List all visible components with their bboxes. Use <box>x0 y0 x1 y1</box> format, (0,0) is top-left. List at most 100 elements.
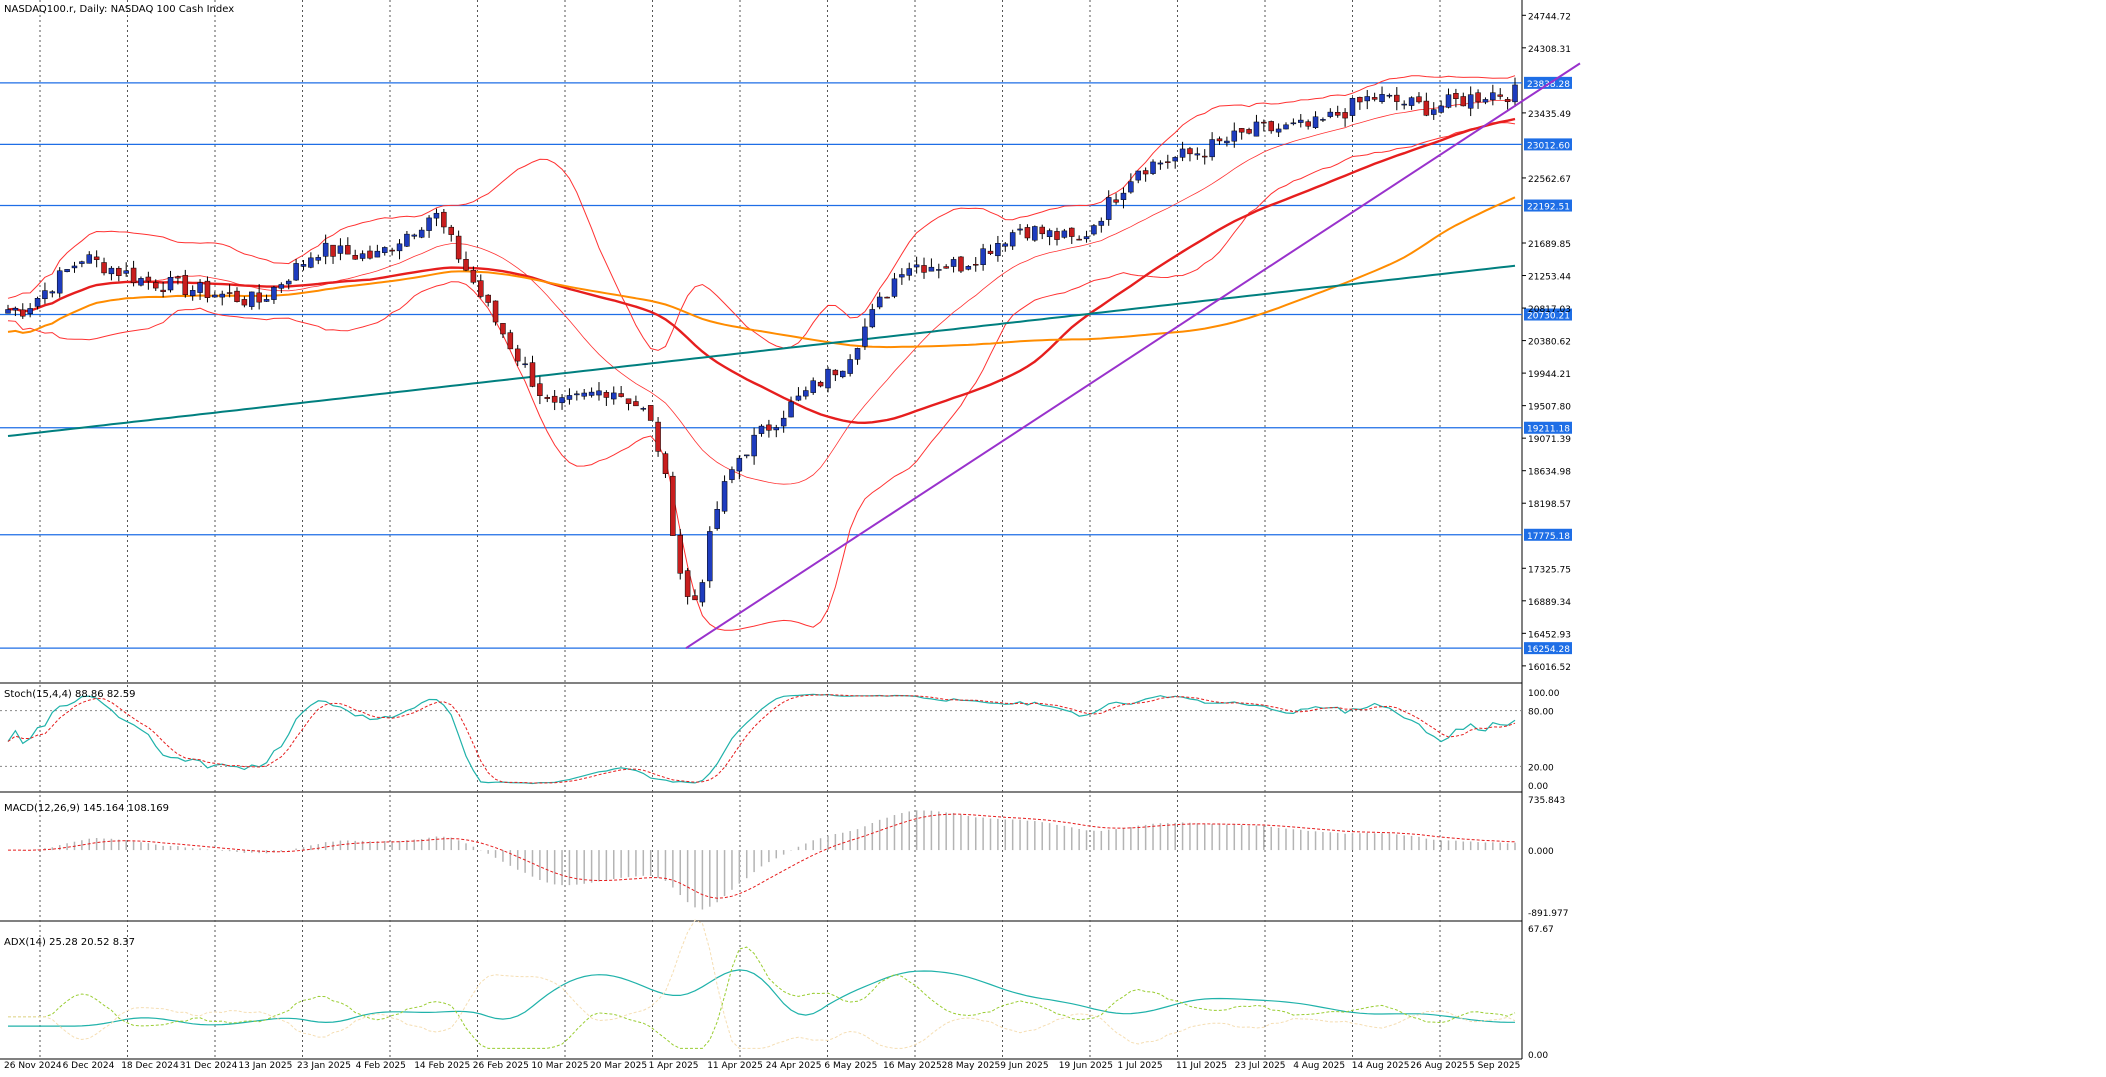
candle-body <box>152 282 159 289</box>
candle-body <box>389 249 395 252</box>
candle-body <box>817 381 824 387</box>
candle-body <box>633 401 639 407</box>
candle-body <box>1512 84 1518 103</box>
candle-body <box>1290 122 1297 125</box>
stoch-level-label: 0.00 <box>1528 782 1548 792</box>
y-tick-label: 16452.93 <box>1528 630 1571 640</box>
candle-body <box>71 265 78 269</box>
candle-body <box>758 425 765 434</box>
level-tag <box>1524 421 1572 434</box>
candle-body <box>189 290 196 296</box>
x-tick-label: 14 Aug 2025 <box>1352 1061 1410 1071</box>
x-tick-label: 5 Sep 2025 <box>1469 1061 1520 1071</box>
candle-body <box>995 242 1001 257</box>
candle-body <box>906 268 912 276</box>
candle-body <box>1238 128 1245 133</box>
candle-body <box>677 535 683 574</box>
candle-body <box>1076 238 1082 241</box>
candle-body <box>1083 236 1090 240</box>
x-tick-label: 4 Feb 2025 <box>356 1061 406 1071</box>
candle-body <box>256 292 262 303</box>
candle-body <box>987 250 994 254</box>
candle-body <box>1024 227 1031 239</box>
uptrend-line[interactable] <box>685 62 1581 649</box>
y-tick-label: 18198.57 <box>1528 500 1571 510</box>
y-tick-label: 20380.62 <box>1528 338 1571 348</box>
candle-body <box>123 270 129 274</box>
candle-body <box>1209 139 1215 158</box>
candle-body <box>921 265 927 273</box>
candle-body <box>1231 130 1238 142</box>
candle-body <box>743 454 750 457</box>
candle-body <box>1275 128 1282 133</box>
candle-body <box>1150 161 1156 174</box>
candle-body <box>840 370 846 378</box>
candle-body <box>1379 94 1385 103</box>
candle-body <box>780 417 787 427</box>
candle-body <box>832 369 839 376</box>
candle-body <box>707 531 713 582</box>
macd-level-label: 0.000 <box>1528 847 1554 857</box>
candle-body <box>662 453 669 475</box>
candle-body <box>322 242 329 257</box>
candle-body <box>1475 92 1481 103</box>
candle-body <box>522 363 528 366</box>
level-tag <box>1524 138 1572 151</box>
candle-body <box>1194 153 1201 156</box>
candle-body <box>773 427 780 431</box>
y-tick-label: 18634.98 <box>1528 468 1571 478</box>
y-tick-label: 21689.85 <box>1528 240 1571 250</box>
candle-body <box>611 392 617 400</box>
candle-body <box>1039 226 1045 235</box>
x-tick-label: 28 May 2025 <box>942 1061 1001 1071</box>
level-tag-label: 23012.60 <box>1527 141 1570 151</box>
x-tick-label: 26 Aug 2025 <box>1410 1061 1468 1071</box>
candle-body <box>810 380 816 393</box>
candle-body <box>418 229 425 238</box>
y-tick-label: 24308.31 <box>1528 45 1571 55</box>
level-tag-label: 22192.51 <box>1527 203 1570 213</box>
stoch-label: Stoch(15,4,4) 88.86 82.59 <box>4 689 135 700</box>
candle-body <box>574 393 580 396</box>
level-tag-label: 16254.28 <box>1527 645 1570 655</box>
y-tick-label: 19507.80 <box>1528 403 1571 413</box>
y-tick-label: 16016.52 <box>1528 663 1571 673</box>
candle-body <box>1298 119 1304 123</box>
x-tick-label: 11 Jul 2025 <box>1176 1061 1227 1071</box>
candle-body <box>1334 112 1341 116</box>
candle-body <box>204 280 211 298</box>
candle-body <box>396 243 403 252</box>
y-tick-label: 21253.44 <box>1528 273 1571 283</box>
candle-body <box>1320 119 1326 121</box>
candle-body <box>684 570 691 597</box>
candle-body <box>1482 99 1489 103</box>
y-tick-label: 22562.67 <box>1528 175 1571 185</box>
candle-body <box>1445 94 1452 108</box>
candle-body <box>1120 192 1127 200</box>
x-tick-label: 20 Mar 2025 <box>590 1061 647 1071</box>
level-tag <box>1524 528 1572 541</box>
candle-body <box>433 212 440 219</box>
candle-body <box>884 296 890 299</box>
y-tick-label: 20817.03 <box>1528 305 1571 315</box>
candle-body <box>42 290 48 300</box>
candle-body <box>101 262 107 274</box>
grid-lines <box>0 0 1523 1060</box>
candle-body <box>167 276 174 291</box>
candle-body <box>500 323 506 335</box>
trend-line[interactable] <box>685 62 1581 649</box>
x-tick-label: 14 Feb 2025 <box>414 1061 470 1071</box>
candle-body <box>20 309 26 317</box>
candle-body <box>212 294 218 298</box>
x-tick-label: 18 Dec 2024 <box>121 1061 179 1071</box>
x-tick-label: 9 Jun 2025 <box>1000 1061 1048 1071</box>
candle-body <box>219 293 225 298</box>
candle-body <box>670 475 676 536</box>
candle-body <box>596 390 602 396</box>
candle-body <box>1179 148 1186 158</box>
candle-body <box>514 348 521 362</box>
y-tick-label: 24744.72 <box>1528 12 1571 22</box>
candle-body <box>241 299 248 306</box>
